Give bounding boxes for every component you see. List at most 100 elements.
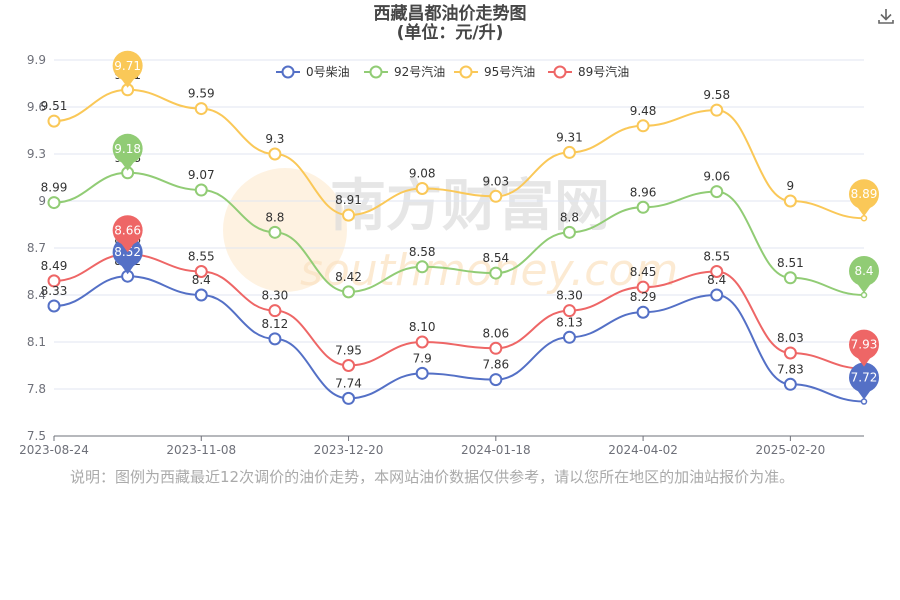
series-point xyxy=(415,181,429,195)
series-point xyxy=(783,271,797,285)
series-point xyxy=(636,119,650,133)
pin-head xyxy=(112,133,143,164)
data-label: 9.48 xyxy=(630,104,657,118)
pin-head xyxy=(849,362,879,393)
data-label: 8.45 xyxy=(630,265,657,279)
data-label: 8.49 xyxy=(41,259,68,273)
footnote: 说明：图例为西藏最近12次调价的油价走势，本网站油价数据仅供参考，请以您所在地区… xyxy=(70,468,795,486)
legend-item[interactable]: 0号柴油 xyxy=(276,65,350,79)
pin-value: 7.93 xyxy=(851,338,878,352)
y-tick-label: 9 xyxy=(38,194,46,208)
series-point xyxy=(415,260,429,274)
legend-label: 0号柴油 xyxy=(306,65,350,79)
series-point xyxy=(415,335,429,349)
legend-item[interactable]: 95号汽油 xyxy=(454,64,535,79)
series-point xyxy=(636,305,650,319)
pin-head xyxy=(849,329,879,360)
series-point xyxy=(268,225,282,239)
series-point xyxy=(636,200,650,214)
series-point xyxy=(194,183,208,197)
data-label: 8.51 xyxy=(777,256,804,270)
x-tick-label: 2023-11-08 xyxy=(166,443,236,457)
legend[interactable]: 0号柴油 92号汽油 95号汽油 89号汽油 xyxy=(276,64,629,79)
data-label: 8.30 xyxy=(262,289,289,303)
data-label: 7.86 xyxy=(482,358,509,372)
series-point xyxy=(860,214,868,222)
y-tick-label: 7.8 xyxy=(27,382,46,396)
y-tick-label: 9.3 xyxy=(27,147,46,161)
pin-value: 9.71 xyxy=(114,59,141,73)
data-label: 8.42 xyxy=(335,270,362,284)
series-point xyxy=(342,391,356,405)
data-label: 8.96 xyxy=(630,185,657,199)
max-pin: 8.66 xyxy=(112,215,143,253)
series-point xyxy=(860,398,868,405)
y-tick-label: 8.7 xyxy=(27,241,46,255)
x-tick-label: 2023-08-24 xyxy=(19,443,89,457)
series-point xyxy=(710,265,724,278)
data-label: 8.12 xyxy=(262,317,289,331)
series-point xyxy=(47,299,61,313)
value-pins: 8.527.729.188.49.718.898.667.93 xyxy=(112,50,879,400)
watermark-en: southmoney.com xyxy=(300,245,678,296)
data-label: 8.99 xyxy=(41,181,68,195)
series-point xyxy=(636,280,650,294)
x-tick-label: 2023-12-20 xyxy=(314,443,384,457)
data-label: 9.03 xyxy=(482,174,509,188)
series-point xyxy=(710,103,724,117)
pin-head xyxy=(849,179,879,210)
data-label: 8.91 xyxy=(335,193,362,207)
data-label: 9.06 xyxy=(703,170,730,184)
data-label: 9.58 xyxy=(703,88,730,102)
series-point xyxy=(489,189,503,203)
series-point xyxy=(710,185,724,199)
download-icon[interactable] xyxy=(876,6,896,26)
legend-item[interactable]: 89号汽油 xyxy=(548,64,629,79)
data-label: 7.83 xyxy=(777,362,804,376)
axes: 7.5 7.8 8.1 8.4 8.7 9 9.3 9.6 9.9 2023-08-24 2023-… xyxy=(19,53,864,457)
data-label: 9 xyxy=(787,179,795,193)
data-label: 9.3 xyxy=(265,132,284,146)
y-tick-label: 9.6 xyxy=(27,100,46,114)
data-label: 7.74 xyxy=(335,376,362,390)
series-point xyxy=(783,377,797,391)
legend-label: 89号汽油 xyxy=(578,64,629,79)
series-point xyxy=(268,332,282,346)
data-label: 8.55 xyxy=(703,250,730,264)
legend-label: 95号汽油 xyxy=(484,64,535,79)
chart-subtitle: (单位：元/升) xyxy=(397,22,504,43)
series-point xyxy=(194,265,208,278)
data-label: 8.4 xyxy=(192,273,211,287)
series-point xyxy=(194,102,208,116)
data-label: 8.55 xyxy=(188,250,215,264)
pin-value: 8.89 xyxy=(851,187,878,201)
y-tick-label: 9.9 xyxy=(27,53,46,67)
data-label: 8.54 xyxy=(482,251,509,265)
data-label: 8.58 xyxy=(409,245,436,259)
data-label: 8.30 xyxy=(556,289,583,303)
series-point xyxy=(342,208,356,222)
max-pin: 9.71 xyxy=(112,50,143,88)
series-point xyxy=(562,225,576,239)
pin-head xyxy=(849,256,879,286)
watermark-logo-circle xyxy=(223,168,347,292)
x-tick-label: 2024-04-02 xyxy=(608,443,678,457)
pin-value: 8.66 xyxy=(114,223,141,237)
last-pin: 7.72 xyxy=(849,362,879,400)
series-point xyxy=(489,373,503,387)
pin-head xyxy=(112,215,143,246)
data-label: 9.08 xyxy=(409,166,436,180)
data-label: 8.4 xyxy=(707,273,726,287)
series-point xyxy=(268,304,282,318)
data-label: 8.10 xyxy=(409,320,436,334)
data-label: 8.8 xyxy=(560,210,579,224)
legend-item[interactable]: 92号汽油 xyxy=(364,64,445,79)
series-point xyxy=(489,341,503,355)
legend-label: 92号汽油 xyxy=(394,64,445,79)
data-label: 7.9 xyxy=(413,351,432,365)
series-point xyxy=(783,346,797,360)
series-point xyxy=(342,359,356,372)
max-pin: 9.18 xyxy=(112,133,143,171)
series-point xyxy=(47,274,61,288)
series-point xyxy=(562,330,576,344)
